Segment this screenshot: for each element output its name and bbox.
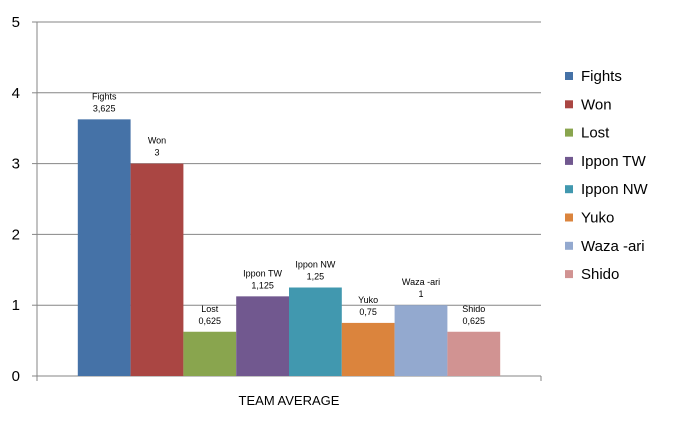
bar-yuko [341, 322, 395, 376]
data-label-value-ippon-nw: 1,25 [307, 272, 325, 282]
legend-label-lost: Lost [581, 125, 610, 142]
legend-swatch-ippon-nw [565, 185, 573, 194]
data-label-name-lost: Lost [201, 304, 219, 314]
y-tick-label: 0 [12, 368, 20, 385]
bar-ippon-tw [236, 296, 289, 376]
y-tick-label: 2 [12, 226, 20, 243]
legend-swatch-won [565, 100, 573, 109]
bar-won [130, 163, 184, 376]
y-tick-label: 1 [12, 297, 20, 314]
data-label-name-fights: Fights [92, 91, 117, 101]
data-label-value-waza-ari: 1 [418, 289, 423, 299]
data-label-name-won: Won [148, 136, 166, 146]
legend-swatch-fights [565, 72, 573, 80]
y-tick-label: 4 [12, 85, 20, 102]
bar-lost [183, 331, 237, 376]
y-tick-labels: 0 1 2 3 4 5 [12, 14, 20, 385]
data-label-name-yuko: Yuko [358, 295, 378, 305]
x-category-label: TEAM AVERAGE [239, 393, 340, 408]
legend-label-shido: Shido [581, 266, 619, 283]
y-tick-label: 3 [12, 156, 20, 173]
legend-swatch-ippon-tw [565, 156, 573, 165]
legend-label-won: Won [581, 96, 612, 113]
data-label-name-ippon-tw: Ippon TW [243, 268, 282, 278]
data-label-value-fights: 3,625 [93, 103, 116, 113]
legend-swatch-shido [565, 270, 573, 279]
legend-label-fights: Fights [581, 68, 622, 85]
data-label-value-won: 3 [154, 148, 159, 158]
legend-label-yuko: Yuko [581, 210, 614, 227]
data-label-name-waza-ari: Waza -ari [402, 277, 440, 287]
bars [77, 119, 501, 376]
data-label-value-yuko: 0,75 [359, 307, 377, 317]
legend-swatch-yuko [565, 213, 573, 222]
bar-shido [447, 331, 501, 376]
bar-fights [77, 119, 131, 376]
data-label-value-lost: 0,625 [199, 316, 222, 326]
legend-label-waza-ari: Waza -ari [581, 238, 645, 255]
data-label-name-ippon-nw: Ippon NW [295, 260, 336, 270]
data-label-name-shido: Shido [462, 304, 485, 314]
bar-ippon-nw [289, 287, 342, 376]
legend-label-ippon-nw: Ippon NW [581, 181, 649, 198]
legend: Fights Won Lost Ippon TW Ippon NW Yuko Waza -a… [565, 68, 649, 283]
data-label-value-shido: 0,625 [463, 316, 486, 326]
legend-swatch-waza-ari [565, 241, 573, 250]
data-label-value-ippon-tw: 1,125 [251, 280, 274, 290]
legend-swatch-lost [565, 128, 573, 137]
bar-waza-ari [394, 305, 448, 376]
y-tick-label: 5 [12, 14, 20, 31]
data-labels: Fights 3,625 Won 3 Lost 0,625 Ippon TW 1,125 Ipp… [92, 91, 485, 325]
legend-label-ippon-tw: Ippon TW [581, 153, 647, 170]
